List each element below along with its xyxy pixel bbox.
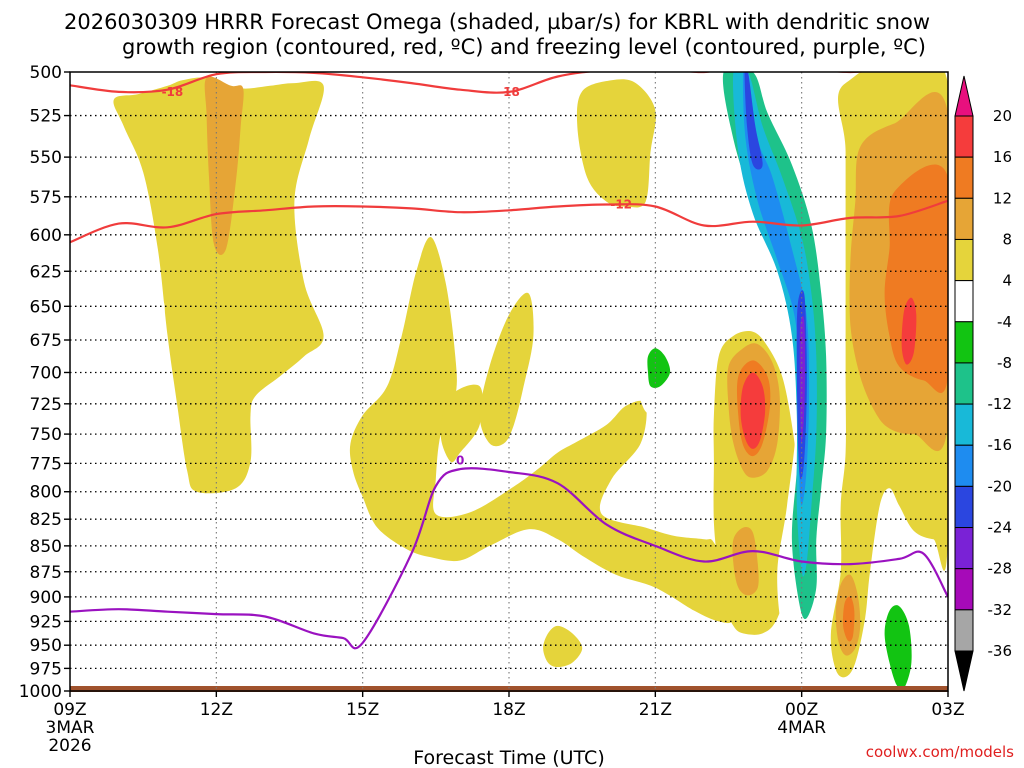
x-tick-label: 03Z [931, 700, 964, 720]
dgz-temperature-contour-0 [70, 72, 868, 94]
colorbar-swatch [954, 527, 974, 570]
dgz-temperature-contour-0-label: -18 [498, 85, 520, 99]
y-tick-label: 575 [30, 188, 62, 208]
colorbar-swatch [954, 321, 974, 364]
colorbar-label: 16 [993, 148, 1012, 166]
omega-area-14 [884, 164, 948, 393]
y-tick-label: 550 [30, 148, 62, 168]
x-axis-title: Forecast Time (UTC) [413, 747, 604, 768]
colorbar-label: -12 [988, 395, 1013, 413]
omega-area-2 [349, 236, 734, 624]
y-tick-label: 775 [30, 454, 62, 474]
y-tick-label: 650 [30, 297, 62, 317]
x-tick-label: 12Z [200, 700, 233, 720]
omega-area-27 [744, 72, 763, 170]
colorbar-swatch [954, 280, 974, 323]
y-tick-label: 750 [30, 425, 62, 445]
omega-area-11 [732, 527, 759, 596]
colorbar-label: -28 [988, 560, 1013, 578]
colorbar-swatch [954, 485, 974, 529]
x-tick-sublabel: 2026 [48, 736, 91, 756]
x-tick-sublabel: 3MAR [46, 718, 95, 738]
freezing-level-contour-0 [70, 467, 948, 650]
chart-title-line-2: growth region (contoured, red, ºC) and f… [122, 35, 926, 59]
colorbar-swatch [954, 444, 974, 487]
y-tick-label: 1000 [19, 682, 62, 702]
freezing-level-contour-0-label: 0 [456, 453, 464, 467]
omega-area-17 [842, 596, 855, 642]
chart-title: 2026030309 HRRR Forecast Omega (shaded, … [64, 10, 930, 59]
y-tick-label: 525 [30, 107, 62, 127]
dgz-temperature-contour-0-label: -18 [162, 85, 184, 99]
colorbar-label: -4 [997, 313, 1012, 331]
y-tick-label: 925 [30, 612, 62, 632]
omega-area-25 [732, 72, 817, 577]
colorbar-swatch [954, 568, 974, 611]
omega-area-29 [799, 315, 806, 444]
colorbar-swatch [954, 403, 974, 446]
y-tick-label: 500 [30, 63, 62, 83]
x-tick-label: 21Z [639, 700, 672, 720]
y-tick-label: 600 [30, 226, 62, 246]
omega-area-10 [740, 372, 766, 449]
colorbar-label: 20 [993, 107, 1012, 125]
x-tick-label: 18Z [492, 700, 525, 720]
colorbar-label: 12 [993, 189, 1012, 207]
credit-text: coolwx.com/models [866, 743, 1014, 761]
omega-area-1 [204, 76, 244, 255]
y-tick-label: 975 [30, 659, 62, 679]
colorbar-label: 8 [1002, 230, 1012, 248]
omega-area-22 [647, 348, 671, 389]
y-tick-label: 900 [30, 588, 62, 608]
colorbar-top-arrow [954, 75, 974, 117]
colorbar-label: -24 [988, 519, 1013, 537]
omega-area-3 [576, 79, 656, 208]
x-tick-label: 09Z [53, 700, 86, 720]
colorbar-label: 4 [1002, 272, 1012, 290]
dgz-temperature-contour-1 [70, 199, 948, 244]
omega-area-0 [113, 77, 324, 494]
colorbar-label: -20 [988, 477, 1013, 495]
ground-surface-strip [70, 686, 948, 692]
colorbar-swatch [954, 609, 974, 652]
colorbar-label: -32 [988, 601, 1013, 619]
colorbar-swatch [954, 238, 974, 282]
omega-area-26 [742, 72, 810, 506]
plot-area: -18 -18 -12 0 500 525 550 575 600 625 650 675 700 725… [19, 63, 965, 756]
omega-area-5 [479, 292, 534, 447]
x-tick-sublabel: 4MAR [777, 718, 826, 738]
colorbar-bottom-arrow [954, 650, 974, 692]
x-tick-label: 15Z [346, 700, 379, 720]
y-tick-label: 725 [30, 395, 62, 415]
colorbar-swatch [954, 156, 974, 199]
chart-title-line-1: 2026030309 HRRR Forecast Omega (shaded, … [64, 10, 930, 34]
omega-area-15 [901, 297, 917, 365]
y-tick-label: 800 [30, 483, 62, 503]
y-tick-label: 700 [30, 363, 62, 383]
x-tick-label: 00Z [785, 700, 818, 720]
colorbar-label: -16 [988, 436, 1013, 454]
colorbar-swatch [954, 362, 974, 405]
dgz-temperature-contour-1-label: -12 [610, 198, 632, 212]
y-tick-label: 850 [30, 537, 62, 557]
y-tick-label: 950 [30, 636, 62, 656]
y-tick-label: 825 [30, 510, 62, 530]
y-tick-label: 625 [30, 262, 62, 282]
colorbar-legend: 20 16 12 8 4 -4 -8 -12 -16 -20 -24 -28 -32 -36 [954, 75, 1013, 692]
y-tick-label: 675 [30, 331, 62, 351]
colorbar-label: -36 [988, 642, 1013, 660]
omega-area-20 [115, 295, 173, 573]
colorbar-swatch [954, 197, 974, 240]
colorbar-label: -8 [997, 354, 1012, 372]
colorbar-swatch [954, 115, 974, 158]
omega-area-6 [543, 625, 583, 667]
y-tick-label: 875 [30, 563, 62, 583]
